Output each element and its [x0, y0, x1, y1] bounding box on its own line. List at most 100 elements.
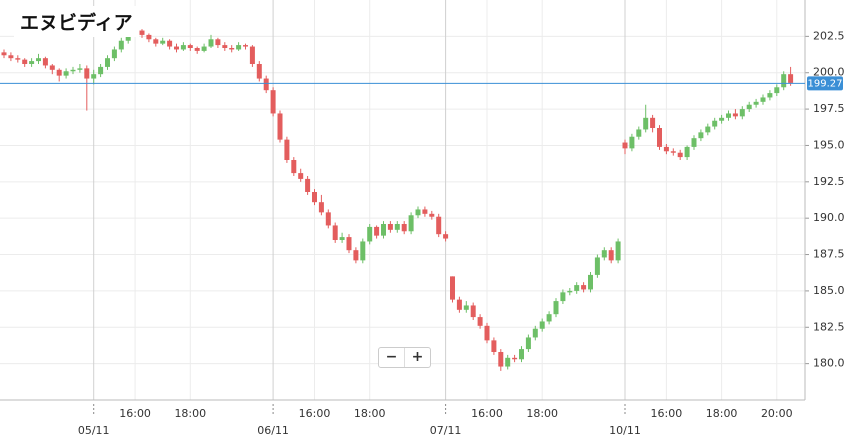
chart-title: エヌビディア: [14, 6, 139, 37]
candle-body: [98, 66, 104, 75]
candle-body: [498, 352, 504, 367]
candle-body: [146, 34, 152, 40]
candle-body: [180, 45, 186, 50]
candle-body: [450, 276, 455, 300]
candle-body: [525, 337, 531, 350]
y-tick-label: 200.00: [813, 66, 844, 79]
y-tick-label: 187.50: [813, 248, 844, 261]
date-label: 07/11: [430, 424, 462, 437]
candle-body: [726, 113, 731, 118]
candle-body: [456, 299, 462, 310]
date-label: 10/11: [609, 424, 641, 437]
candle-body: [505, 357, 511, 367]
candle-body: [650, 117, 656, 128]
candle-body: [387, 224, 393, 230]
candle-body: [167, 40, 173, 47]
candle-body: [91, 74, 97, 79]
candle-body: [553, 301, 559, 315]
candle-body: [374, 226, 380, 236]
candle-body: [484, 325, 490, 341]
y-tick-label: 192.50: [813, 175, 844, 188]
candle-body: [443, 234, 449, 239]
candle-body: [608, 250, 614, 261]
candle-body: [367, 226, 373, 242]
candle-body: [574, 285, 580, 291]
candle-body: [1, 52, 7, 56]
y-tick-label: 197.50: [813, 102, 844, 115]
candle-body: [753, 101, 759, 105]
candle-body: [215, 39, 221, 46]
y-tick-label: 185.00: [813, 284, 844, 297]
candle-body: [22, 59, 28, 64]
candle-body: [208, 39, 214, 47]
zoom-in-button[interactable]: +: [404, 348, 430, 367]
candle-body: [470, 305, 476, 318]
candle-body: [360, 241, 366, 261]
candle-body: [663, 146, 669, 152]
candle-body: [677, 152, 683, 158]
candle-body: [519, 349, 524, 360]
candle-body: [739, 109, 745, 117]
candle-body: [298, 173, 304, 179]
y-tick-label: 182.50: [813, 320, 844, 333]
candle-body: [732, 113, 738, 117]
candle-body: [229, 48, 235, 50]
candle-body: [560, 292, 566, 302]
candle-body: [512, 357, 518, 360]
candle-body: [629, 136, 635, 149]
candle-body: [601, 250, 607, 258]
x-tick-label: 18:00: [526, 407, 558, 420]
x-tick-label: 16:00: [299, 407, 331, 420]
candle-body: [56, 69, 62, 76]
candle-body: [622, 142, 628, 149]
candle-body: [788, 74, 794, 83]
candle-body: [532, 328, 538, 338]
candle-body: [422, 209, 428, 214]
candle-body: [305, 178, 311, 192]
last-price-badge: [807, 76, 843, 91]
candle-body: [29, 61, 35, 64]
candle-body: [291, 160, 297, 174]
candle-body: [463, 305, 469, 310]
candle-body: [77, 68, 83, 70]
y-tick-label: 180.00: [813, 357, 844, 370]
candle-body: [49, 65, 55, 70]
candle-body: [353, 250, 359, 261]
candle-body: [36, 58, 41, 62]
candle-body: [588, 274, 593, 290]
candle-body: [84, 68, 90, 79]
candle-body: [705, 126, 711, 133]
candle-body: [139, 30, 145, 35]
candle-body: [249, 46, 255, 64]
candle-body: [760, 97, 766, 102]
candle-body: [567, 290, 573, 293]
candle-body: [781, 74, 787, 88]
candle-body: [746, 104, 752, 110]
candle-body: [160, 40, 166, 44]
candle-body: [153, 39, 159, 44]
last-price-label: 199.27: [808, 78, 843, 89]
candle-body: [657, 128, 662, 147]
candle-body: [636, 129, 642, 137]
candle-body: [63, 71, 69, 76]
candle-body: [615, 241, 621, 261]
x-tick-label: 18:00: [354, 407, 386, 420]
candle-body: [436, 216, 442, 235]
candle-body: [243, 45, 248, 47]
candle-body: [42, 58, 48, 66]
candle-body: [712, 120, 718, 127]
candle-body: [201, 46, 207, 51]
candle-body: [415, 209, 421, 216]
x-tick-label: 18:00: [706, 407, 738, 420]
candle-body: [719, 117, 725, 121]
zoom-out-button[interactable]: −: [385, 349, 398, 365]
candle-body: [174, 46, 179, 50]
candle-body: [332, 225, 338, 240]
candle-body: [236, 45, 242, 50]
zoom-controls: − +: [378, 347, 431, 368]
candle-body: [284, 139, 290, 160]
candle-body: [491, 340, 497, 352]
candle-body: [546, 314, 552, 322]
candle-body: [194, 48, 200, 51]
